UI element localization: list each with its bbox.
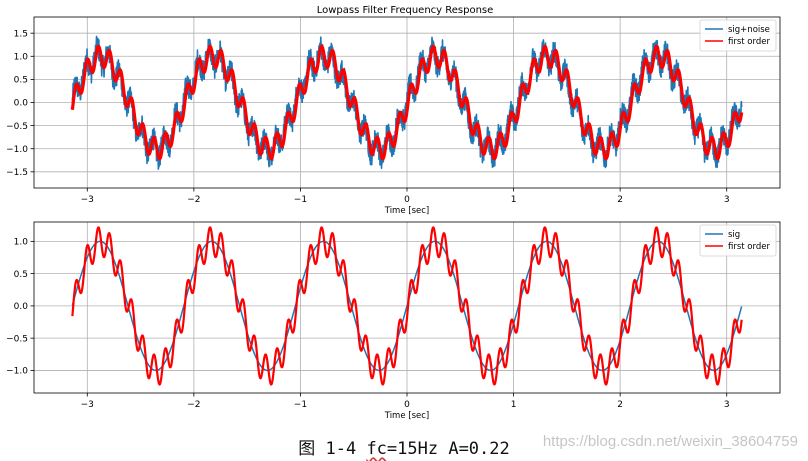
series-line-1 <box>71 226 743 386</box>
figure: Lowpass Filter Frequency Response −3 −2 −1… <box>6 5 781 421</box>
x-tick-label: −1 <box>294 195 307 205</box>
legend-label: sig+noise <box>728 25 770 35</box>
x-tick-label: 0 <box>404 400 410 410</box>
y-tick-label: 1.5 <box>14 29 28 39</box>
y-tick-label: 1.0 <box>14 52 29 62</box>
plot-area <box>70 35 744 170</box>
plot-area <box>71 226 743 386</box>
y-tick-label: −0.5 <box>6 334 28 344</box>
caption-fc: fc <box>366 439 387 459</box>
x-axis-label: Time [sec] <box>384 206 429 216</box>
x-tick-label: 1 <box>511 400 517 410</box>
chart-title: Lowpass Filter Frequency Response <box>317 5 494 16</box>
y-tick-label: −1.0 <box>6 367 28 377</box>
legend-box <box>699 224 777 257</box>
y-tick-label: 0.0 <box>14 302 29 312</box>
chart-top: −3 −2 −1 0 1 2 3 −1.5 −1.0 −0.5 0.0 0.5 1.0 1.5 Time [… <box>6 16 781 216</box>
y-tick-label: −0.5 <box>6 122 28 132</box>
chart-bottom: −3 −2 −1 0 1 2 3 −1.0 −0.5 0.0 0.5 1.0 Time [sec] sig… <box>6 221 781 421</box>
x-tick-label: 3 <box>724 195 730 205</box>
caption-rest: =15Hz A=0.22 <box>386 439 510 459</box>
x-tick-label: 2 <box>617 195 623 205</box>
y-tick-label: 0.5 <box>14 76 28 86</box>
x-tick-label: 3 <box>724 400 730 410</box>
y-tick-label: 0.0 <box>14 99 29 109</box>
x-tick-label: 2 <box>617 400 623 410</box>
y-tick-label: −1.5 <box>6 168 28 178</box>
x-tick-label: −1 <box>294 400 307 410</box>
legend-label: first order <box>728 37 770 47</box>
y-tick-label: 1.0 <box>14 238 29 248</box>
x-tick-label: −3 <box>81 195 94 205</box>
figure-caption: 图 1-4 fc=15Hz A=0.22 <box>0 434 808 459</box>
legend-label: first order <box>728 242 770 252</box>
x-tick-label: −2 <box>187 400 200 410</box>
x-tick-label: 1 <box>511 195 517 205</box>
y-tick-label: 0.5 <box>14 270 28 280</box>
x-tick-label: −3 <box>81 400 94 410</box>
watermark: https://blog.csdn.net/weixin_38604759 <box>542 433 798 450</box>
x-tick-label: −2 <box>187 195 200 205</box>
legend-label: sig <box>728 230 740 240</box>
caption-prefix: 图 1-4 <box>298 439 367 459</box>
x-axis-label: Time [sec] <box>384 411 429 421</box>
series-line-1 <box>70 44 744 161</box>
legend-box <box>699 19 777 52</box>
x-tick-label: 0 <box>404 195 410 205</box>
y-tick-label: −1.0 <box>6 145 28 155</box>
